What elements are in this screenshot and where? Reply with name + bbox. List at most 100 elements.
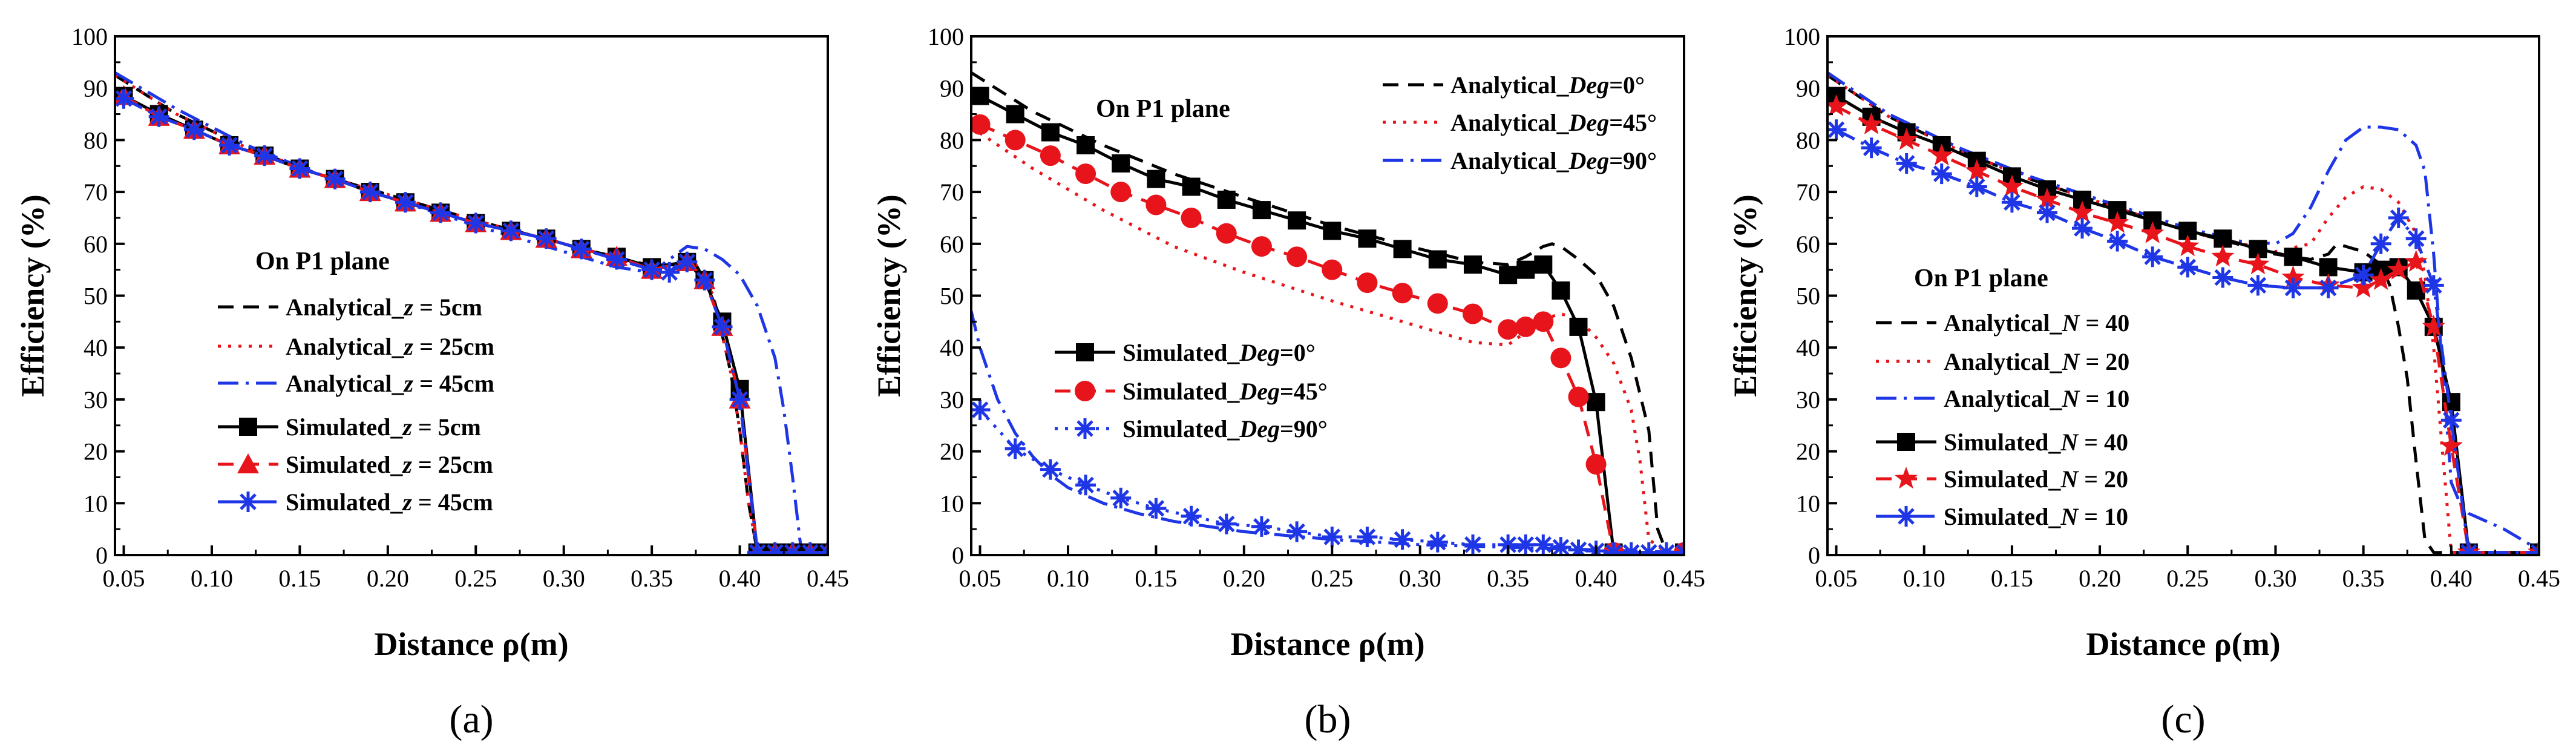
data-point-asterisk (2037, 202, 2057, 223)
data-point-asterisk (1550, 537, 1571, 555)
data-point-asterisk (1827, 119, 1847, 140)
series-line (978, 409, 1684, 554)
x-tick-label: 0.25 (1311, 565, 1353, 592)
y-tick-label: 20 (1796, 438, 1820, 465)
legend-star-marker (1895, 467, 1918, 489)
y-tick-label: 30 (84, 386, 108, 413)
legend-entry: Analytical_N = 40 (1876, 309, 2129, 337)
data-point-star (2176, 234, 2200, 257)
data-point-square (1041, 123, 1060, 142)
data-point-circle (1550, 347, 1571, 369)
data-point-asterisk (1603, 542, 1624, 555)
series-line (971, 311, 1684, 554)
data-point-asterisk (254, 145, 275, 166)
data-point-asterisk (1621, 542, 1642, 555)
y-tick-label: 10 (940, 490, 964, 517)
y-tick-label: 60 (1796, 231, 1820, 258)
y-tick-label: 10 (1796, 490, 1820, 517)
data-point-asterisk (1515, 534, 1536, 555)
data-point-square (1499, 266, 1518, 284)
data-point-circle (1533, 311, 1554, 332)
x-tick-label: 0.40 (2430, 565, 2473, 592)
data-point-asterisk (971, 400, 991, 420)
series-5 (115, 88, 828, 555)
x-tick-label: 0.05 (1815, 565, 1858, 592)
data-point-square (1569, 317, 1588, 336)
legend-asterisk-marker (238, 492, 258, 512)
data-point-circle (1392, 283, 1413, 304)
legend-label: Simulated_z = 45cm (286, 488, 493, 516)
data-point-square (1587, 393, 1605, 412)
legend-title: On P1 plane (1914, 265, 2048, 292)
data-point-star (2404, 249, 2428, 272)
data-point-square (1112, 154, 1130, 173)
data-point-asterisk (1322, 527, 1343, 547)
x-tick-label: 0.10 (1903, 565, 1945, 592)
x-axis-label: Distance ρ(m) (1230, 626, 1424, 662)
y-tick-label: 30 (1796, 386, 1820, 413)
data-point-star (2352, 275, 2375, 298)
data-point-asterisk (1568, 539, 1589, 555)
data-point-asterisk (1392, 529, 1413, 550)
data-point-asterisk (2107, 231, 2128, 252)
x-tick-label: 0.10 (191, 565, 233, 592)
data-point-star (2071, 200, 2094, 223)
chart-panel-c: 0 10 20 30 40 50 60 70 80 90 100 0.05 0.10 0.15 0.20 0.… (1727, 23, 2560, 741)
y-axis-label: Efficiency (%) (871, 194, 907, 396)
data-point-asterisk (183, 119, 205, 140)
data-point-star (1860, 112, 1883, 134)
data-point-square (1217, 190, 1236, 209)
legend-label: Analytical_Deg=45° (1450, 109, 1657, 136)
x-tick-label: 0.15 (1135, 565, 1177, 592)
data-point-asterisk (500, 220, 522, 242)
data-point-square (1463, 255, 1482, 274)
data-point-asterisk (1216, 513, 1237, 534)
legend-entry: Analytical_z = 5cm (218, 294, 482, 321)
data-point-asterisk (677, 251, 698, 272)
data-point-square (1077, 136, 1095, 154)
y-tick-label: 20 (940, 438, 964, 465)
legend-entry: Simulated_N = 40 (1876, 429, 2128, 456)
y-tick-label: 40 (940, 334, 964, 361)
data-point-circle (1322, 259, 1343, 280)
data-point-asterisk (1251, 516, 1272, 537)
legend-entry: Simulated_Deg=45° (1055, 378, 1328, 405)
data-point-square (1358, 229, 1377, 248)
data-point-star (2369, 268, 2393, 290)
data-point-asterisk (2212, 267, 2234, 288)
data-point-square (1552, 281, 1570, 300)
data-point-star (2000, 174, 2024, 197)
legend-circle-marker (1075, 381, 1095, 401)
data-point-asterisk (1656, 542, 1677, 555)
y-tick-label: 50 (84, 283, 108, 310)
data-point-circle (971, 114, 991, 135)
legend-entry: Analytical_z = 25cm (218, 333, 494, 360)
x-tick-label: 0.30 (2254, 565, 2296, 592)
data-point-asterisk (430, 202, 451, 223)
data-point-square (2214, 229, 2232, 248)
panel-label: (b) (1305, 697, 1351, 741)
data-point-asterisk (115, 88, 134, 109)
y-tick-label: 0 (952, 542, 964, 569)
y-tick-label: 40 (1796, 334, 1820, 361)
data-point-asterisk (641, 259, 663, 280)
x-tick-label: 0.15 (1991, 565, 2033, 592)
data-point-asterisk (1181, 505, 1202, 527)
data-point-asterisk (659, 261, 680, 283)
data-point-asterisk (1931, 163, 1952, 185)
data-point-square (2319, 258, 2338, 277)
data-point-square (2284, 248, 2302, 266)
legend-label: Simulated_N = 10 (1944, 503, 2128, 530)
series-line (1827, 71, 2539, 551)
data-point-asterisk (799, 542, 821, 555)
y-tick-label: 100 (928, 23, 964, 50)
plot-area (115, 71, 828, 555)
data-point-asterisk (359, 182, 381, 203)
legend-triangle-marker (237, 453, 259, 473)
y-tick-label: 60 (940, 231, 964, 258)
x-axis-label: Distance ρ(m) (2086, 626, 2280, 662)
legend-asterisk-marker (1075, 418, 1095, 439)
series-line (1827, 74, 2539, 554)
legend-entry: Analytical_z = 45cm (218, 370, 494, 397)
